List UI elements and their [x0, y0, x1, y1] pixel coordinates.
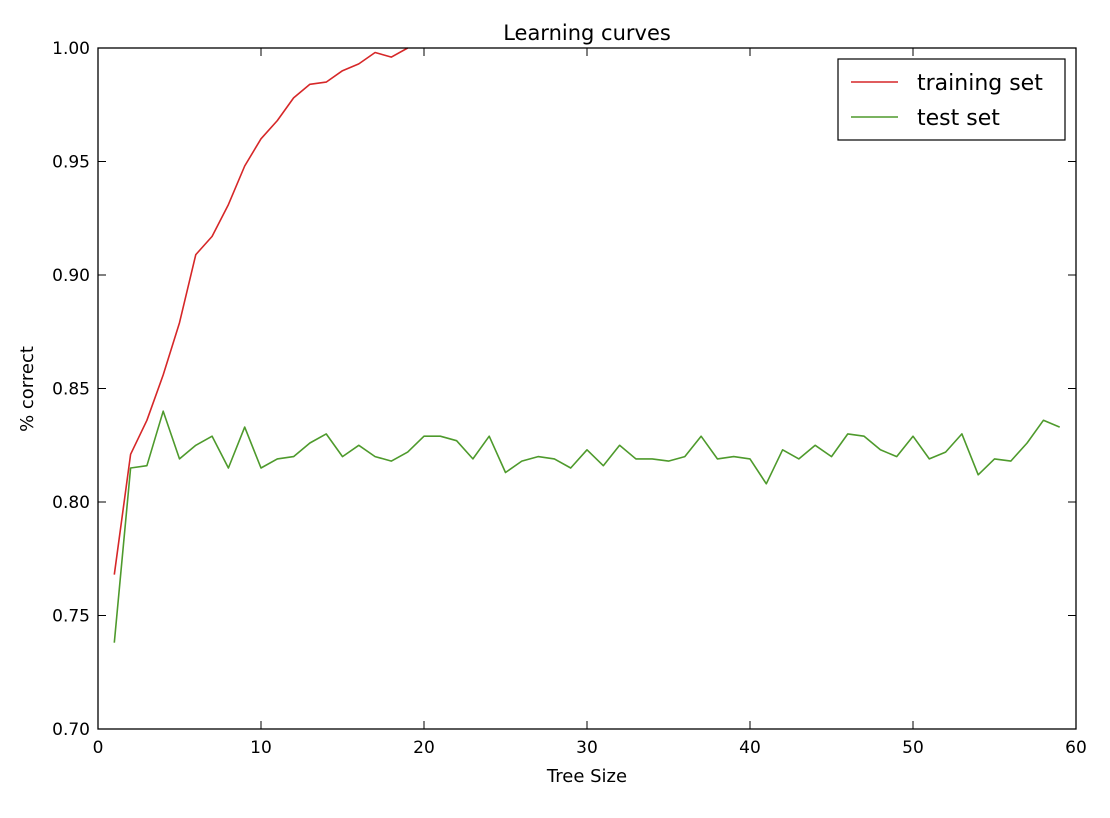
y-axis: 0.70 0.75 0.80 0.85 0.90 0.95 1.00: [52, 39, 1076, 740]
x-tick-label: 40: [739, 738, 761, 758]
x-tick-label: 50: [902, 738, 924, 758]
legend-label-training-set: training set: [917, 71, 1043, 96]
legend-box: [837, 58, 1066, 141]
x-tick-label: 60: [1065, 738, 1087, 758]
series-line-training-set: [113, 47, 409, 575]
chart-title: Learning curves: [503, 21, 671, 45]
legend: training set test set: [837, 58, 1066, 141]
y-axis-title: % correct: [17, 346, 38, 432]
y-tick-label: 0.70: [52, 720, 90, 740]
series-line-test-set: [113, 410, 1061, 643]
x-tick-label: 0: [93, 738, 104, 758]
x-tick-label: 10: [250, 738, 272, 758]
y-tick-label: 0.95: [52, 153, 90, 173]
x-axis: 0 10 20 30 40 50 60: [93, 48, 1087, 758]
y-tick-label: 0.75: [52, 607, 90, 627]
plot-area-frame: [97, 47, 1077, 730]
legend-label-test-set: test set: [917, 106, 1000, 131]
x-tick-label: 30: [576, 738, 598, 758]
x-tick-label: 20: [413, 738, 435, 758]
y-tick-label: 1.00: [52, 39, 90, 59]
y-tick-label: 0.90: [52, 266, 90, 286]
x-axis-title: Tree Size: [546, 766, 627, 787]
y-tick-label: 0.80: [52, 493, 90, 513]
y-tick-label: 0.85: [52, 380, 90, 400]
